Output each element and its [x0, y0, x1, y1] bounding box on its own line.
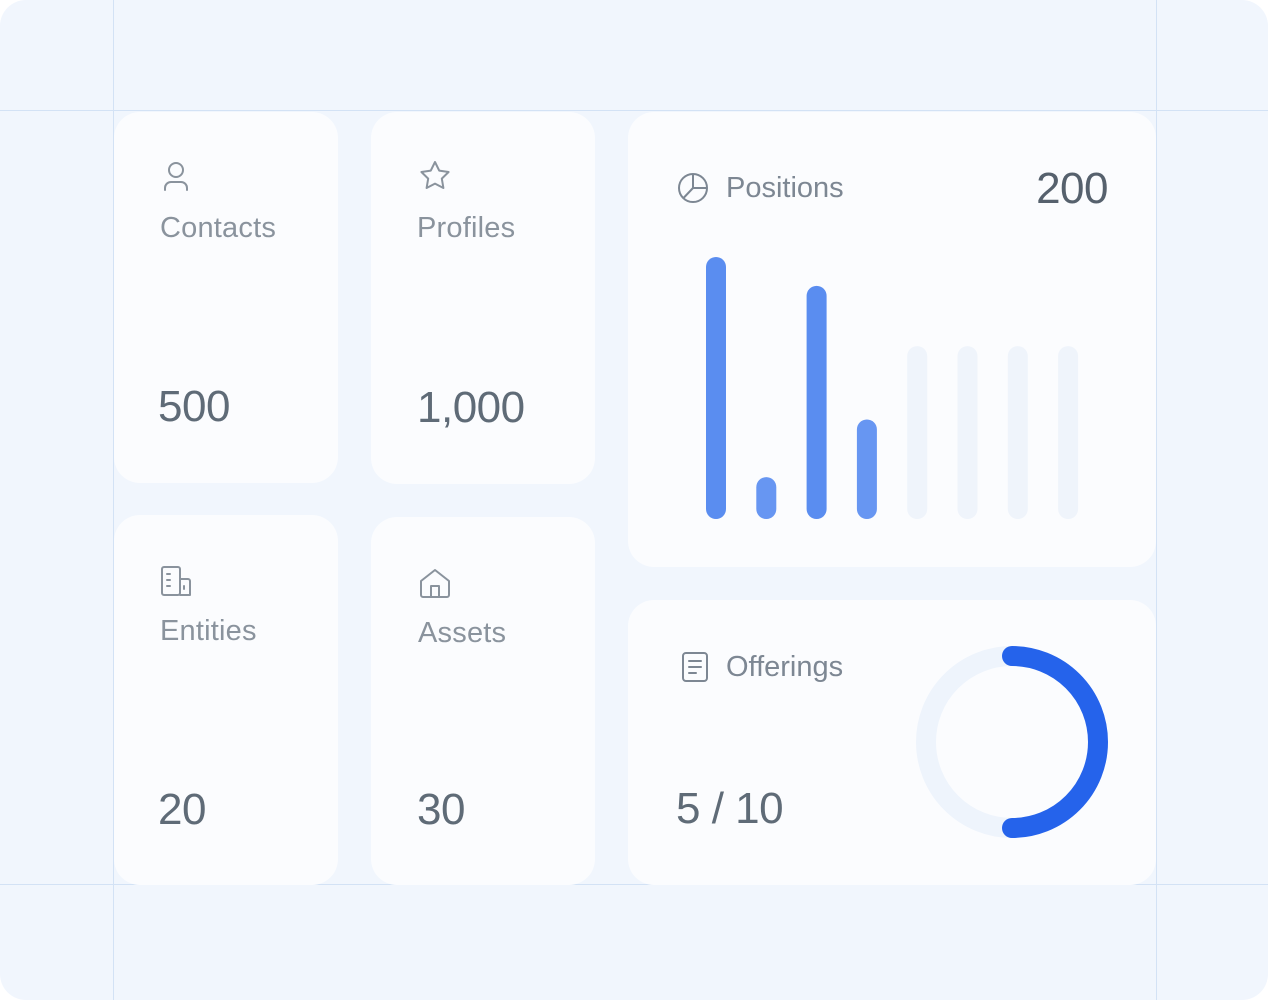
user-icon: [158, 158, 194, 194]
entities-label: Entities: [160, 615, 257, 647]
position-bar-1: [706, 257, 726, 519]
entities-card[interactable]: Entities 20: [114, 515, 338, 885]
positions-card[interactable]: Positions 200: [628, 112, 1156, 567]
entities-value: 20: [158, 785, 206, 834]
assets-label: Assets: [418, 617, 507, 649]
position-bar-3: [806, 285, 827, 519]
offerings-card[interactable]: Offerings 5 / 10: [628, 600, 1156, 885]
positions-bar-chart: [706, 257, 1079, 519]
home-icon: [417, 565, 453, 601]
position-bar-2: [756, 477, 777, 519]
position-bar-placeholder-7: [1007, 346, 1028, 519]
positions-label: Positions: [726, 172, 844, 204]
offerings-max: 10: [735, 784, 784, 833]
offerings-separator: /: [699, 784, 736, 833]
contacts-card[interactable]: Contacts 500: [114, 112, 338, 483]
positions-total: 200: [1036, 164, 1108, 213]
offerings-current: 5: [676, 784, 700, 833]
guide-line-bottom: [0, 884, 1268, 885]
guide-line-left: [113, 0, 114, 1000]
contacts-label: Contacts: [160, 212, 277, 244]
position-bar-placeholder-8: [1058, 346, 1079, 519]
contacts-value: 500: [158, 382, 230, 431]
profiles-value: 1,000: [417, 383, 525, 432]
profiles-label: Profiles: [417, 212, 516, 244]
offerings-progress-ring: [916, 646, 1108, 838]
offerings-label: Offerings: [726, 651, 844, 683]
assets-value: 30: [417, 785, 465, 834]
position-bar-placeholder-6: [957, 346, 978, 519]
guide-line-top: [0, 110, 1268, 111]
guide-line-right: [1156, 0, 1157, 1000]
progress-arc: [1002, 646, 1108, 838]
position-bar-placeholder-5: [907, 346, 928, 519]
offerings-ratio: 5 / 10: [676, 784, 784, 834]
assets-card[interactable]: Assets 30: [371, 517, 595, 885]
position-bar-4: [856, 419, 877, 519]
profiles-card[interactable]: Profiles 1,000: [371, 112, 595, 484]
pie-chart-icon: [676, 171, 710, 205]
document-icon: [678, 650, 712, 684]
building-icon: [158, 563, 194, 599]
star-icon: [417, 158, 453, 194]
